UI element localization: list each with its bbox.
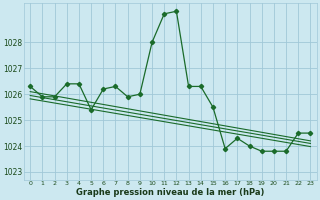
X-axis label: Graphe pression niveau de la mer (hPa): Graphe pression niveau de la mer (hPa) (76, 188, 265, 197)
